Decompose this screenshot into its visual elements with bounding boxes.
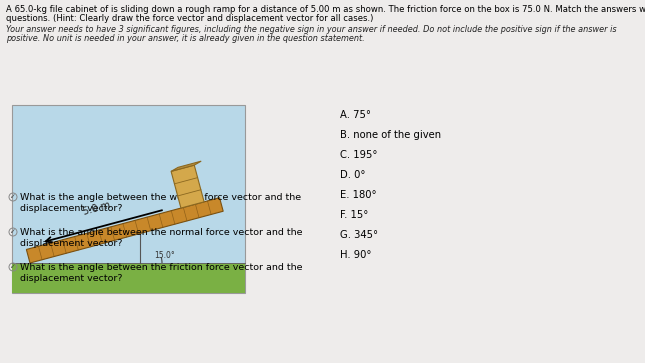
Polygon shape bbox=[26, 198, 223, 263]
Text: A. 75°: A. 75° bbox=[340, 110, 371, 120]
Bar bbox=[12, 263, 245, 293]
Bar bbox=[12, 105, 245, 293]
Text: D. 0°: D. 0° bbox=[340, 170, 366, 180]
Text: 15.0°: 15.0° bbox=[154, 251, 175, 260]
Text: ✓: ✓ bbox=[10, 229, 16, 235]
Text: B. none of the given: B. none of the given bbox=[340, 130, 441, 140]
Text: E. 180°: E. 180° bbox=[340, 190, 377, 200]
Text: C. 195°: C. 195° bbox=[340, 150, 377, 160]
Polygon shape bbox=[171, 165, 204, 208]
Text: ✓: ✓ bbox=[10, 194, 16, 200]
Text: F. 15°: F. 15° bbox=[340, 210, 368, 220]
Text: G. 345°: G. 345° bbox=[340, 230, 378, 240]
Text: displacement vector?: displacement vector? bbox=[20, 239, 123, 248]
Text: What is the angle between the friction force vector and the: What is the angle between the friction f… bbox=[20, 263, 303, 272]
Text: ✓: ✓ bbox=[10, 264, 16, 270]
Text: 5.0 m: 5.0 m bbox=[82, 200, 112, 217]
Text: What is the angle between the normal force vector and the: What is the angle between the normal for… bbox=[20, 228, 303, 237]
Polygon shape bbox=[171, 161, 201, 171]
Text: Your answer needs to have 3 significant figures, including the negative sign in : Your answer needs to have 3 significant … bbox=[6, 25, 617, 34]
Text: questions. (Hint: Clearly draw the force vector and displacement vector for all : questions. (Hint: Clearly draw the force… bbox=[6, 14, 373, 23]
Text: What is the angle between the weight force vector and the: What is the angle between the weight for… bbox=[20, 193, 301, 202]
Text: positive. No unit is needed in your answer, it is already given in the question : positive. No unit is needed in your answ… bbox=[6, 34, 365, 43]
Text: H. 90°: H. 90° bbox=[340, 250, 372, 260]
Text: A 65.0-kg file cabinet of is sliding down a rough ramp for a distance of 5.00 m : A 65.0-kg file cabinet of is sliding dow… bbox=[6, 5, 645, 14]
Text: displacement vector?: displacement vector? bbox=[20, 204, 123, 213]
Text: displacement vector?: displacement vector? bbox=[20, 274, 123, 283]
